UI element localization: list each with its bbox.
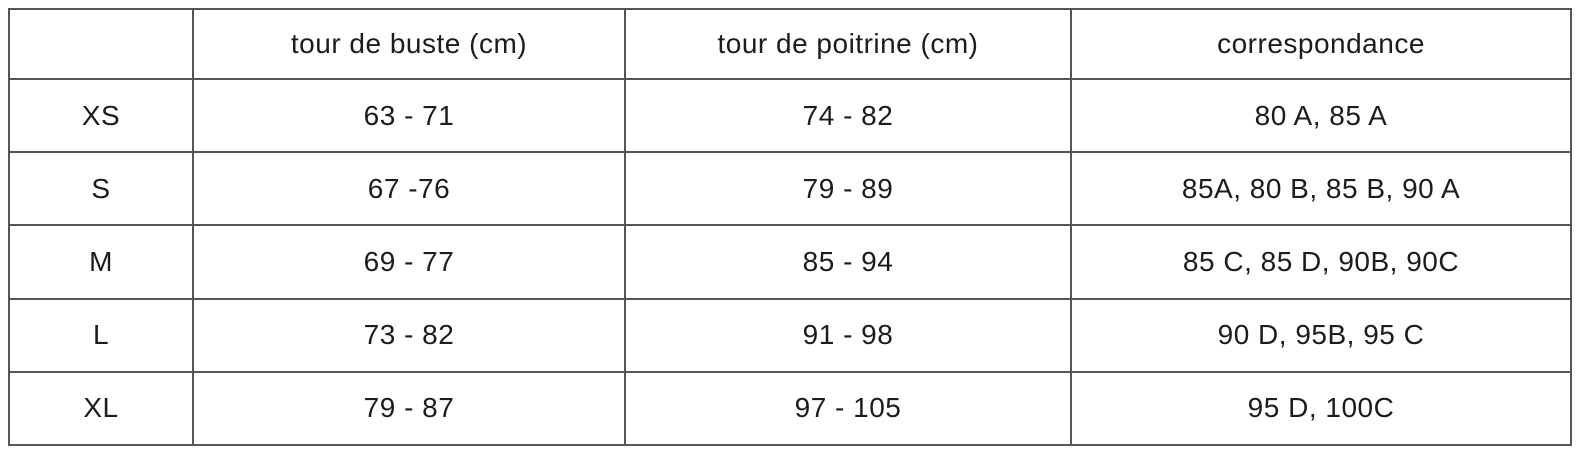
poitrine-value: 85 - 94 (624, 224, 1072, 300)
table-row-l: L 73 - 82 91 - 98 90 D, 95B, 95 C (8, 297, 1572, 373)
header-size (8, 8, 194, 80)
header-row: tour de buste (cm) tour de poitrine (cm)… (8, 8, 1572, 80)
correspondance-value: 90 D, 95B, 95 C (1070, 297, 1572, 373)
poitrine-value: 79 - 89 (624, 151, 1072, 227)
correspondance-value: 95 D, 100C (1070, 370, 1572, 447)
table-row-s: S 67 -76 79 - 89 85A, 80 B, 85 B, 90 A (8, 151, 1572, 227)
poitrine-value: 74 - 82 (624, 77, 1072, 154)
header-buste: tour de buste (cm) (192, 8, 626, 80)
size-label: M (8, 224, 194, 300)
buste-value: 63 - 71 (192, 77, 626, 154)
poitrine-value: 97 - 105 (624, 370, 1072, 447)
header-poitrine: tour de poitrine (cm) (624, 8, 1072, 80)
correspondance-value: 80 A, 85 A (1070, 77, 1572, 154)
buste-value: 69 - 77 (192, 224, 626, 300)
size-label: S (8, 151, 194, 227)
size-chart-table: tour de buste (cm) tour de poitrine (cm)… (8, 8, 1572, 447)
header-correspondance: correspondance (1070, 8, 1572, 80)
correspondance-value: 85 C, 85 D, 90B, 90C (1070, 224, 1572, 300)
table-row-xl: XL 79 - 87 97 - 105 95 D, 100C (8, 370, 1572, 447)
buste-value: 73 - 82 (192, 297, 626, 373)
buste-value: 67 -76 (192, 151, 626, 227)
table-row-xs: XS 63 - 71 74 - 82 80 A, 85 A (8, 77, 1572, 154)
table-row-m: M 69 - 77 85 - 94 85 C, 85 D, 90B, 90C (8, 224, 1572, 300)
size-label: XS (8, 77, 194, 154)
size-label: L (8, 297, 194, 373)
poitrine-value: 91 - 98 (624, 297, 1072, 373)
size-label: XL (8, 370, 194, 447)
buste-value: 79 - 87 (192, 370, 626, 447)
correspondance-value: 85A, 80 B, 85 B, 90 A (1070, 151, 1572, 227)
